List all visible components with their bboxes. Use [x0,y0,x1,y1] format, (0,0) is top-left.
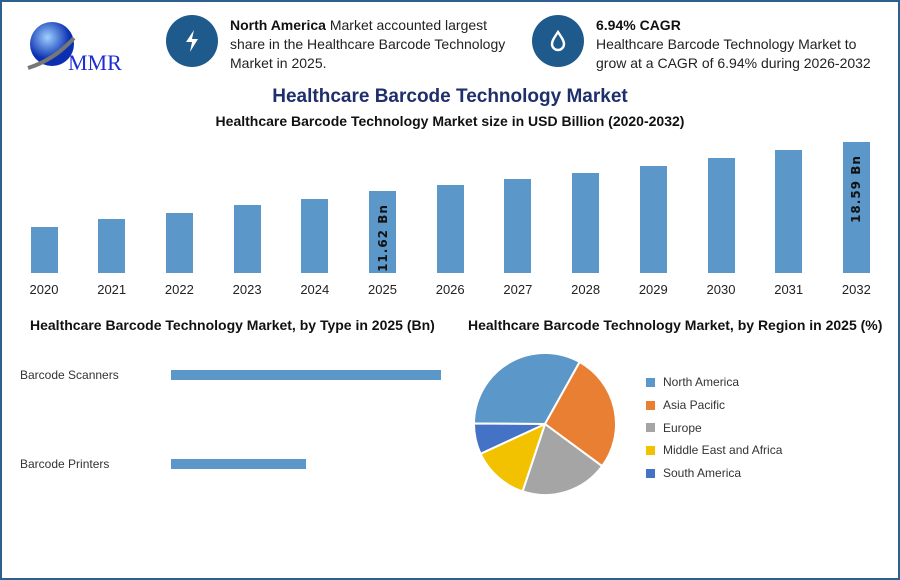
bar-2021 [98,219,126,273]
svg-text:MMR: MMR [68,50,122,75]
bar-2022 [165,213,193,273]
x-tick-label: 2029 [638,282,668,297]
mmr-logo: MMR [24,16,136,76]
legend-swatch [646,377,655,387]
pie-slice-south-america [473,422,546,456]
legend-swatch [646,423,655,433]
x-tick-label: 2025 [368,282,397,297]
legend-item: Asia Pacific [646,394,782,417]
legend-label: Europe [663,420,702,435]
bar-data-label: 18.59 Bn [849,155,864,223]
bar-chart-title: Healthcare Barcode Technology Market siz… [215,113,685,129]
x-tick-label: 2022 [164,282,194,297]
type-category-label: Barcode Printers [20,457,110,471]
bar-2032 [842,141,870,273]
type-bar-chart: Barcode Scanners Barcode Printers [0,340,460,500]
bar-2029 [639,165,667,273]
type-category-label: Barcode Scanners [20,368,119,382]
x-tick-label: 2028 [571,282,601,297]
bar-2028 [572,172,600,273]
x-tick-label: 2032 [841,282,871,297]
bar-2026 [436,185,464,273]
type-chart-title: Healthcare Barcode Technology Market, by… [30,317,435,333]
bar-2027 [504,179,532,273]
bar-2025 [369,191,396,273]
lightning-bolt-icon [166,15,218,67]
legend-label: Asia Pacific [663,398,726,413]
x-tick-label: 2030 [706,282,736,297]
x-tick-label: 2023 [232,282,262,297]
legend-label: South America [663,466,742,481]
legend-item: Middle East and Africa [646,439,782,462]
x-tick-label: 2024 [300,282,330,297]
pie-slice-asia-pacific [543,360,617,468]
bar-2020 [30,227,58,273]
x-tick-label: 2021 [97,282,127,297]
region-pie-chart [472,352,617,496]
region-chart-title: Healthcare Barcode Technology Market, by… [468,317,883,333]
bar-2031 [775,150,803,273]
bar-2023 [233,205,261,273]
pie-slice-north-america [472,352,581,426]
legend-swatch [646,468,655,478]
legend-item: South America [646,462,782,485]
bar-2030 [707,158,735,273]
type-bar [171,370,441,380]
bar-2024 [301,198,329,273]
market-size-bar-chart: 2020 2021 2022 2023 2024 11.62 Bn 2025 2026 2027… [29,141,871,297]
x-tick-label: 2026 [435,282,465,297]
highlight-cagr: 6.94% CAGR Healthcare Barcode Technology … [596,17,871,71]
flame-drop-icon [532,15,584,67]
highlight-north-america: North America Market accounted largest s… [230,17,506,71]
x-tick-label: 2027 [503,282,533,297]
type-bar [171,459,306,469]
legend-swatch [646,445,655,455]
legend-label: North America [663,375,740,390]
pie-slice-europe [521,422,604,496]
legend-label: Middle East and Africa [663,443,783,458]
pie-slice-middle-east-and-africa [479,422,547,493]
legend-item: North America [646,371,782,394]
x-tick-label: 2031 [774,282,804,297]
bar-data-label: 11.62 Bn [375,204,390,272]
pie-legend: North America Asia Pacific Europe Middle Ea… [646,371,782,484]
legend-swatch [646,400,655,410]
legend-item: Europe [646,416,782,439]
page-title: Healthcare Barcode Technology Market [272,86,628,107]
x-tick-label: 2020 [29,282,59,297]
